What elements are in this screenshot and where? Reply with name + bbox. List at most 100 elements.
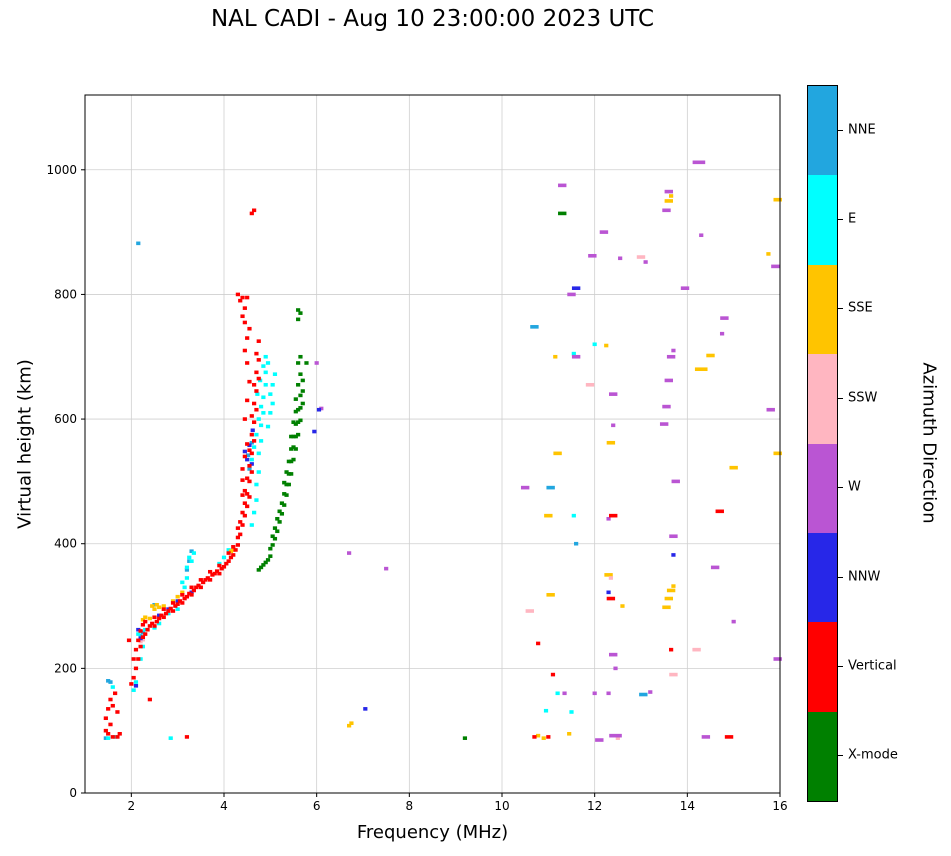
data-point-X-mode xyxy=(275,516,280,521)
data-point-NNE xyxy=(140,630,146,635)
data-point-Vertical xyxy=(233,548,238,552)
data-point-SSE xyxy=(662,605,671,610)
data-point-X-mode xyxy=(256,568,261,572)
data-point-E xyxy=(254,498,259,502)
data-point-X-mode xyxy=(275,529,280,534)
data-point-E xyxy=(268,392,273,396)
data-point-X-mode xyxy=(298,406,303,410)
data-point-NNW xyxy=(242,449,247,454)
data-point-Vertical xyxy=(152,624,157,628)
colorbar xyxy=(807,85,838,802)
data-point-NNW xyxy=(157,613,162,618)
data-point-E xyxy=(157,621,162,626)
data-point-W xyxy=(609,733,622,738)
data-point-W xyxy=(599,230,609,234)
x-axis-label: Frequency (MHz) xyxy=(356,822,509,843)
colorbar-label-NNW: NNW xyxy=(848,569,881,585)
data-point-Vertical xyxy=(180,593,185,597)
data-point-SSE xyxy=(553,354,558,359)
data-point-Vertical xyxy=(254,407,259,412)
data-point-W xyxy=(671,479,680,484)
data-point-NNE xyxy=(189,549,194,553)
data-point-Vertical xyxy=(194,585,199,590)
data-point-Vertical xyxy=(201,580,206,585)
data-point-E xyxy=(261,411,266,415)
data-point-X-mode xyxy=(263,560,268,565)
data-point-Vertical xyxy=(235,292,240,297)
data-point-Vertical xyxy=(129,682,134,686)
data-point-SSE xyxy=(170,599,176,603)
data-point-E xyxy=(263,370,268,375)
data-point-X-mode xyxy=(296,407,301,412)
data-point-W xyxy=(680,286,690,290)
data-point-E xyxy=(571,351,576,356)
data-point-W xyxy=(643,260,648,264)
data-point-SSE xyxy=(161,604,166,608)
data-point-SSE xyxy=(567,731,572,736)
data-point-Vertical xyxy=(117,731,122,736)
colorbar-tick-SSE xyxy=(838,308,843,310)
data-point-Vertical xyxy=(221,564,227,569)
data-point-E xyxy=(217,561,222,566)
x-tick-label-16: 16 xyxy=(772,799,787,813)
data-point-X-mode xyxy=(268,546,273,551)
data-point-SSW xyxy=(140,637,146,642)
data-point-NNW xyxy=(133,684,139,688)
data-point-Vertical xyxy=(242,348,247,353)
data-point-E xyxy=(254,482,259,487)
data-point-E xyxy=(110,685,115,689)
data-point-Vertical xyxy=(242,320,247,325)
plot-border xyxy=(84,94,781,794)
data-point-Vertical xyxy=(256,339,261,343)
data-point-SSE xyxy=(671,584,676,588)
data-point-Vertical xyxy=(203,578,208,582)
data-point-NNE xyxy=(108,680,113,684)
data-point-SSW xyxy=(585,382,595,387)
data-point-E xyxy=(258,378,263,383)
data-point-Vertical xyxy=(187,591,192,596)
data-point-Vertical xyxy=(208,569,213,574)
data-point-X-mode xyxy=(289,447,294,451)
data-point-Vertical xyxy=(254,389,259,393)
y-tick-label-0: 0 xyxy=(69,786,77,800)
data-point-Vertical xyxy=(170,609,176,613)
data-point-Vertical xyxy=(163,611,169,616)
data-point-NNW xyxy=(175,599,180,603)
x-tick-label-10: 10 xyxy=(494,799,509,813)
data-point-Vertical xyxy=(228,555,234,560)
data-point-E xyxy=(175,607,180,611)
data-point-NNW xyxy=(249,462,254,466)
data-point-W xyxy=(611,423,616,428)
data-point-Vertical xyxy=(212,571,217,576)
data-point-Vertical xyxy=(240,493,245,497)
data-point-Vertical xyxy=(240,478,245,482)
y-tick-label-1000: 1000 xyxy=(46,163,77,177)
data-point-E xyxy=(543,708,549,713)
data-point-E xyxy=(265,424,271,429)
data-point-Vertical xyxy=(240,295,245,300)
data-point-Vertical xyxy=(106,707,111,711)
colorbar-label-SSE: SSE xyxy=(848,300,873,316)
data-point-Vertical xyxy=(131,657,136,661)
data-point-Vertical xyxy=(115,710,120,714)
data-point-E xyxy=(255,392,260,396)
data-point-Vertical xyxy=(245,336,250,340)
x-tick-label-12: 12 xyxy=(587,799,602,813)
data-point-NNE xyxy=(530,325,539,329)
data-point-E xyxy=(569,710,574,714)
data-point-X-mode xyxy=(296,308,301,312)
data-point-W xyxy=(662,404,671,409)
data-point-X-mode xyxy=(261,563,266,567)
data-point-W xyxy=(669,534,678,539)
data-point-W xyxy=(648,690,653,694)
data-point-Vertical xyxy=(138,629,143,633)
data-point-SSE xyxy=(729,465,738,470)
data-point-E xyxy=(256,417,261,421)
data-point-Vertical xyxy=(226,559,231,563)
data-point-SSE xyxy=(152,607,157,611)
data-point-E xyxy=(258,423,264,428)
data-point-E xyxy=(226,548,231,552)
x-tick-label-14: 14 xyxy=(680,799,695,813)
data-point-X-mode xyxy=(289,434,294,439)
data-point-NNE xyxy=(187,559,192,563)
